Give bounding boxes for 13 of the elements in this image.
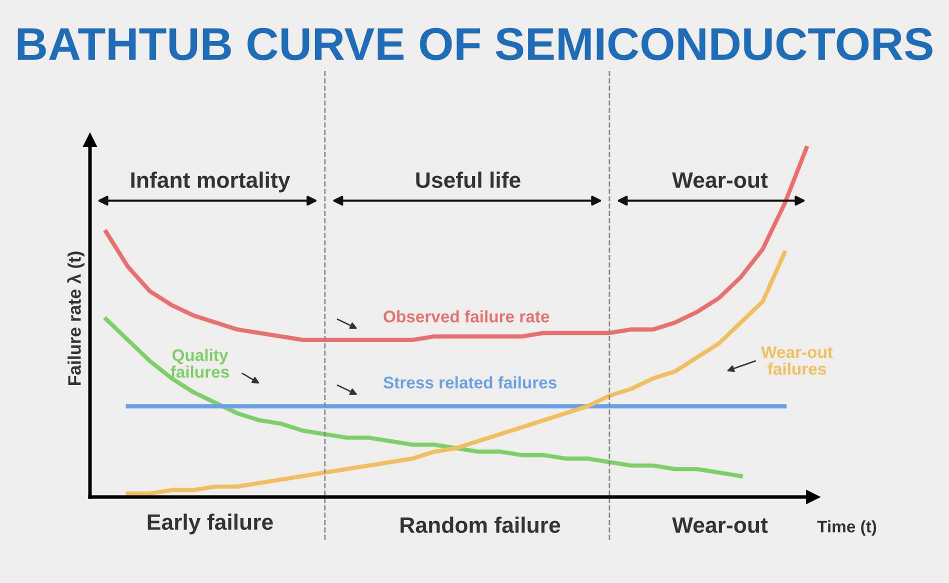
series-label: Stress related failures	[383, 376, 556, 388]
text: Random failure	[400, 516, 560, 533]
y-axis-title: Failure rate λ (t)	[67, 252, 84, 386]
series-label: Wear-out failures	[761, 346, 833, 375]
text: Early failure	[148, 514, 273, 534]
annotation: Wear-out	[672, 172, 768, 188]
annotation: Useful life	[416, 172, 520, 188]
chart-title: BATHTUB CURVE OF SEMICONDUCTORS	[18, 28, 932, 60]
series-label: Observed failure rate	[384, 310, 550, 322]
annotation: Infant mortality	[131, 172, 290, 192]
x-axis-title: Time (t)	[817, 520, 876, 536]
text: Wear-out	[672, 517, 768, 533]
series-label: Quality failures	[170, 348, 229, 378]
